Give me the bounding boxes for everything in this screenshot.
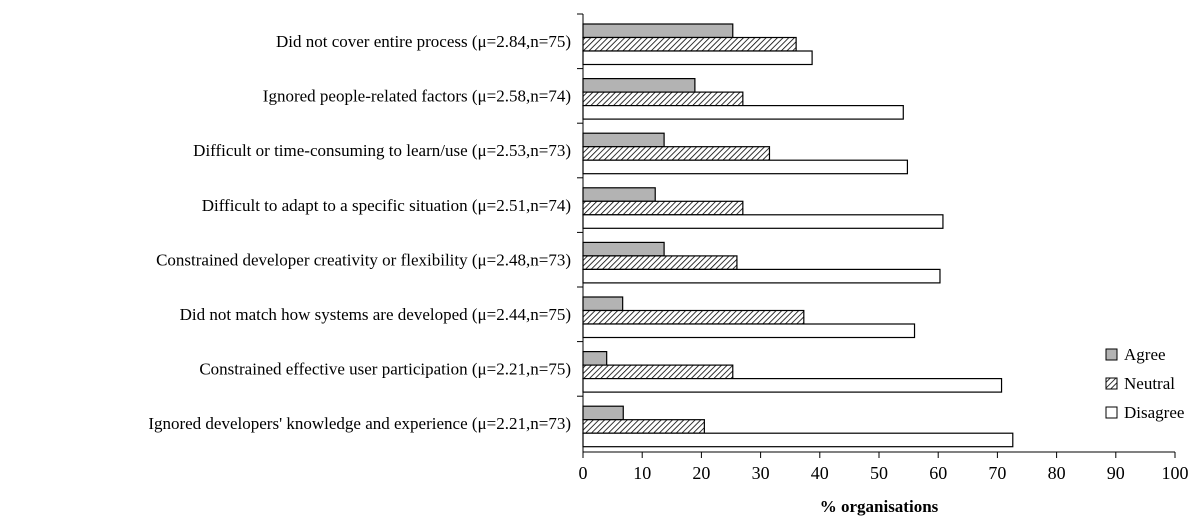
legend-label-neutral: Neutral	[1124, 374, 1175, 393]
bars	[582, 23, 1014, 448]
x-tick-label: 90	[1107, 463, 1125, 483]
bar-neutral	[582, 255, 738, 270]
category-label: Ignored people-related factors (μ=2.58,n…	[263, 87, 571, 106]
x-tick-label: 30	[752, 463, 770, 483]
bar-disagree	[582, 323, 916, 339]
x-tick-label: 80	[1048, 463, 1066, 483]
legend-label-disagree: Disagree	[1124, 403, 1184, 422]
category-label: Did not cover entire process (μ=2.84,n=7…	[276, 32, 571, 51]
legend: Agree Neutral Disagree	[1105, 345, 1184, 422]
bar-agree	[582, 23, 734, 39]
bar-agree	[582, 405, 624, 421]
category-label: Constrained effective user participation…	[199, 360, 571, 379]
x-tick-label: 0	[579, 463, 588, 483]
bar-agree	[582, 187, 656, 202]
x-tick-label: 100	[1162, 463, 1189, 483]
category-labels: Did not cover entire process (μ=2.84,n=7…	[148, 32, 571, 433]
x-tick-label: 40	[811, 463, 829, 483]
bar-neutral	[582, 419, 705, 434]
bar-neutral	[582, 364, 734, 380]
legend-swatch-agree	[1105, 348, 1118, 361]
x-tick-labels: 0 10 20 30 40 50 60 70 80 90 100	[579, 463, 1189, 483]
bar-disagree	[582, 268, 941, 284]
bar-agree	[582, 132, 665, 148]
bar-disagree	[582, 214, 944, 229]
bar-neutral	[582, 36, 797, 52]
x-tick-label: 50	[870, 463, 888, 483]
bar-agree	[582, 296, 624, 312]
bar-neutral	[582, 91, 744, 107]
bar-disagree	[582, 104, 904, 120]
category-label: Ignored developers' knowledge and experi…	[148, 414, 571, 433]
category-label: Constrained developer creativity or flex…	[156, 250, 571, 269]
bar-neutral	[582, 146, 771, 161]
bar-agree	[582, 77, 696, 93]
legend-label-agree: Agree	[1124, 345, 1166, 364]
axes	[577, 13, 1176, 458]
bar-agree	[582, 351, 608, 366]
bar-neutral	[582, 309, 805, 325]
bar-disagree	[582, 159, 909, 175]
bar-neutral	[582, 200, 744, 216]
x-tick-label: 10	[633, 463, 651, 483]
legend-swatch-disagree	[1105, 406, 1118, 419]
category-label: Did not match how systems are developed …	[180, 305, 571, 324]
bar-disagree	[582, 432, 1014, 448]
category-label: Difficult to adapt to a specific situati…	[202, 196, 571, 215]
x-tick-label: 70	[988, 463, 1006, 483]
x-axis-title: % organisations	[820, 497, 939, 516]
x-tick-label: 20	[692, 463, 710, 483]
bar-agree	[582, 241, 665, 257]
bar-disagree	[582, 50, 813, 66]
bar-disagree	[582, 378, 1003, 393]
category-label: Difficult or time-consuming to learn/use…	[193, 141, 571, 160]
legend-swatch-neutral	[1105, 377, 1118, 390]
x-tick-label: 60	[929, 463, 947, 483]
